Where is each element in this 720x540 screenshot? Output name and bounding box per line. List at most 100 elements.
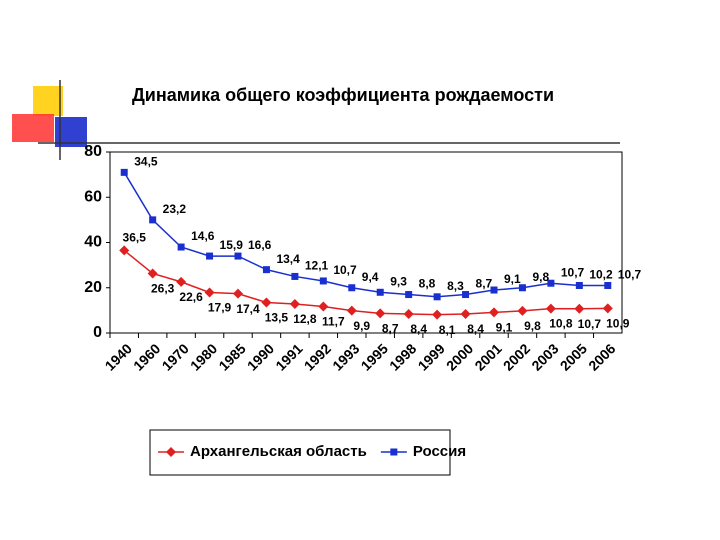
x-tick-label: 1991 [272, 340, 305, 373]
marker [602, 303, 613, 314]
marker [234, 252, 242, 260]
annotation: 13,4 [276, 252, 300, 266]
annotation: 9,1 [504, 272, 521, 286]
marker [433, 293, 441, 301]
data-label: 10,8 [549, 317, 573, 331]
x-tick-label: 1980 [187, 340, 220, 373]
x-tick-label: 1992 [301, 340, 334, 373]
legend-label: Россия [413, 443, 466, 460]
marker [289, 299, 300, 310]
data-label: 10,7 [578, 317, 602, 331]
data-label: 8,4 [467, 322, 484, 336]
x-tick-label: 1990 [244, 340, 277, 373]
x-tick-label: 2006 [585, 340, 618, 373]
annotation: 9,3 [390, 274, 407, 288]
marker [432, 309, 443, 320]
x-tick-label: 1998 [386, 340, 419, 373]
marker [490, 286, 498, 294]
marker [462, 291, 470, 299]
data-label: 9,1 [496, 321, 513, 335]
data-label: 26,3 [151, 282, 175, 296]
y-tick-label: 0 [93, 324, 102, 341]
annotation: 10,7 [618, 268, 642, 282]
deco-red [12, 114, 54, 142]
marker [517, 305, 528, 316]
annotation: 9,4 [362, 270, 379, 284]
y-tick-label: 80 [84, 143, 102, 160]
marker [262, 266, 270, 274]
x-tick-label: 2001 [471, 340, 504, 373]
marker [348, 284, 356, 292]
marker [318, 301, 329, 312]
data-label: 9,9 [353, 319, 370, 333]
marker [147, 268, 158, 279]
x-tick-label: 2000 [443, 340, 476, 373]
x-tick-label: 2005 [557, 340, 590, 373]
marker [204, 287, 215, 298]
annotation: 10,7 [333, 263, 357, 277]
data-label: 17,4 [236, 302, 260, 316]
marker [547, 279, 555, 287]
marker [291, 272, 299, 280]
marker [261, 297, 272, 308]
x-tick-label: 1999 [415, 340, 448, 373]
marker [120, 168, 128, 176]
annotation: 10,2 [589, 268, 613, 282]
marker [375, 308, 386, 319]
x-tick-label: 2002 [500, 340, 533, 373]
annotation: 8,3 [447, 279, 464, 293]
annotation: 9,8 [532, 270, 549, 284]
data-label: 17,9 [208, 301, 232, 315]
legend-marker [166, 447, 176, 457]
x-tick-label: 1993 [329, 340, 362, 373]
data-label: 36,5 [123, 231, 147, 245]
data-label: 8,4 [410, 322, 427, 336]
annotation: 23,2 [163, 202, 187, 216]
marker [604, 281, 612, 289]
data-label: 8,1 [439, 323, 456, 337]
annotation: 8,7 [476, 277, 493, 291]
marker [233, 288, 243, 299]
x-tick-label: 1960 [130, 340, 163, 373]
marker [518, 284, 526, 292]
x-tick-label: 1995 [358, 340, 391, 373]
annotation: 10,7 [561, 265, 585, 279]
plot-area [109, 151, 623, 334]
annotation: 34,5 [134, 155, 158, 169]
y-tick-label: 60 [84, 188, 102, 205]
marker [403, 308, 414, 319]
chart-title: Динамика общего коэффициента рождаемости [132, 85, 554, 105]
marker [460, 308, 471, 319]
data-label: 9,8 [524, 319, 541, 333]
x-tick-label: 2003 [528, 340, 561, 373]
marker [319, 277, 327, 285]
annotation: 16,6 [248, 238, 272, 252]
marker [545, 303, 556, 314]
data-label: 8,7 [382, 321, 399, 335]
data-label: 12,8 [293, 312, 317, 326]
x-tick-label: 1985 [215, 340, 248, 373]
legend-label: Архангельская область [190, 443, 367, 460]
series-line [123, 249, 608, 316]
marker [489, 307, 499, 318]
annotation: 8,8 [419, 277, 436, 291]
marker [177, 243, 185, 251]
marker [376, 288, 384, 296]
marker [575, 281, 583, 289]
data-label: 11,7 [322, 315, 345, 329]
annotation: 15,9 [220, 238, 244, 252]
annotation: 12,1 [305, 259, 329, 273]
data-label: 13,5 [265, 311, 289, 325]
marker [176, 276, 187, 287]
marker [149, 216, 157, 224]
legend-marker [390, 448, 398, 456]
marker [206, 252, 214, 260]
annotation: 14,6 [191, 229, 215, 243]
marker [119, 245, 130, 256]
y-tick-label: 40 [84, 234, 102, 251]
marker [574, 303, 585, 314]
deco-yellow [33, 86, 63, 116]
marker [346, 305, 357, 316]
